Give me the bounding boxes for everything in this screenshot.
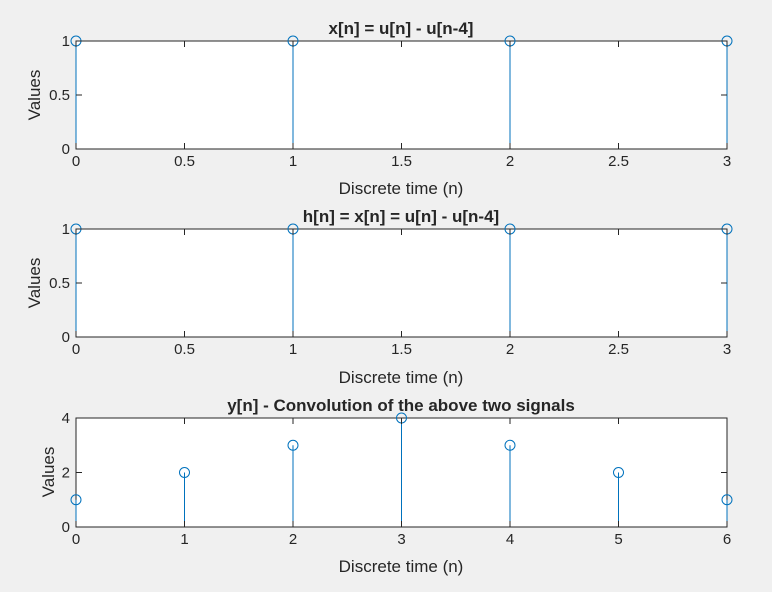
subplot-3-ylabel: Values [39,447,58,498]
subplot-3-xtick-label: 3 [397,531,405,548]
subplot-1-ytick-label: 0 [62,141,70,158]
subplot-3-stem-marker [70,494,82,506]
subplot-3-xlabel: Discrete time (n) [339,557,464,576]
subplot-3-xtick-label: 4 [506,531,514,548]
subplot-2-ytick-label: 1 [62,221,70,238]
subplot-3-title: y[n] - Convolution of the above two sign… [227,396,575,415]
subplot-1-ytick-label: 1 [62,33,70,50]
subplot-3-xtick-label: 6 [723,531,731,548]
subplot-2-xtick-label: 0.5 [174,341,195,358]
subplot-3-stems [70,412,733,527]
subplot-1-ylabel: Values [25,70,44,121]
subplot-1-xtick-label: 2 [506,153,514,170]
subplot-2-title: h[n] = x[n] = u[n] - u[n-4] [303,207,499,226]
subplot-3-stem-marker [613,467,624,478]
subplot-2-plot-area [75,228,728,338]
subplot-1-xtick-label: 1 [289,153,297,170]
subplot-3-stem-marker [721,494,733,506]
subplot-1: x[n] = u[n] - u[n-4] Discrete time (n) V… [25,19,733,198]
subplot-3-xtick-label: 5 [614,531,622,548]
subplot-2-xtick-label: 1.5 [391,341,412,358]
subplot-1-xtick-label: 1.5 [391,153,412,170]
subplot-1-xtick-label: 2.5 [608,153,629,170]
subplot-3-stem-marker [179,467,190,478]
subplot-3-xtick-label: 0 [72,531,80,548]
subplot-3: y[n] - Convolution of the above two sign… [39,396,733,576]
subplot-2-ytick-label: 0 [62,329,70,346]
subplot-3-stem-marker [287,439,299,451]
subplot-2-xtick-label: 2 [506,341,514,358]
subplot-2-xtick-label: 3 [723,341,731,358]
subplot-1-title: x[n] = u[n] - u[n-4] [329,19,474,38]
subplot-3-ytick-label: 4 [62,410,70,427]
subplot-3-xtick-label: 2 [289,531,297,548]
subplot-1-xtick-label: 0 [72,153,80,170]
subplot-2-ylabel: Values [25,258,44,309]
subplot-2-xlabel: Discrete time (n) [339,368,464,387]
subplot-1-xtick-label: 0.5 [174,153,195,170]
subplot-2-ytick-label: 0.5 [49,275,70,292]
subplot-1-xlabel: Discrete time (n) [339,179,464,198]
subplot-3-xtick-label: 1 [180,531,188,548]
subplot-1-ytick-label: 0.5 [49,87,70,104]
subplot-3-stem-marker [504,439,516,451]
subplot-1-plot-area [75,40,728,150]
subplot-2-xtick-label: 1 [289,341,297,358]
subplot-2-xtick-label: 2.5 [608,341,629,358]
subplot-2-xtick-label: 0 [72,341,80,358]
subplot-3-ytick-label: 0 [62,519,70,536]
subplot-1-xtick-label: 3 [723,153,731,170]
subplot-3-ytick-label: 2 [62,465,70,482]
subplot-2: h[n] = x[n] = u[n] - u[n-4] Discrete tim… [25,207,733,387]
